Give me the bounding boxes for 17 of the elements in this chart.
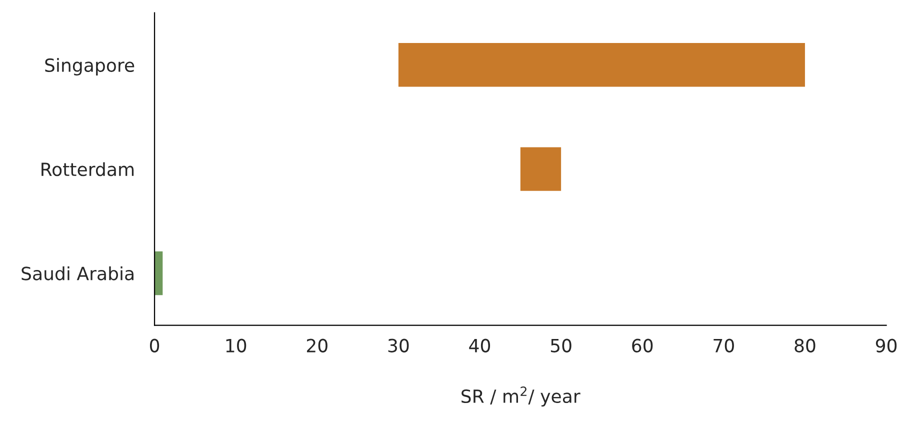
- x-tick-label: 0: [150, 338, 160, 352]
- x-tick-label: 20: [306, 338, 328, 352]
- x-axis-title: SR / m$^{2}$/ year: [462, 386, 580, 407]
- x-tick-label: 50: [550, 338, 572, 352]
- x-tick-label: 10: [226, 338, 246, 352]
- y-tick-label: Rotterdam: [42, 162, 134, 176]
- x-tick-label: 60: [632, 338, 653, 352]
- y-tick-label: Singapore: [45, 58, 134, 76]
- bar: [398, 43, 805, 87]
- x-tick-label: 30: [388, 338, 409, 352]
- bar: [154, 251, 163, 296]
- x-tick-label: 80: [794, 338, 816, 352]
- x-tick-label: 90: [876, 338, 897, 352]
- x-tick-label: 40: [469, 338, 490, 352]
- bar: [520, 147, 562, 191]
- y-tick-label: Saudi Arabia: [22, 266, 134, 280]
- x-tick-label: 70: [714, 338, 734, 352]
